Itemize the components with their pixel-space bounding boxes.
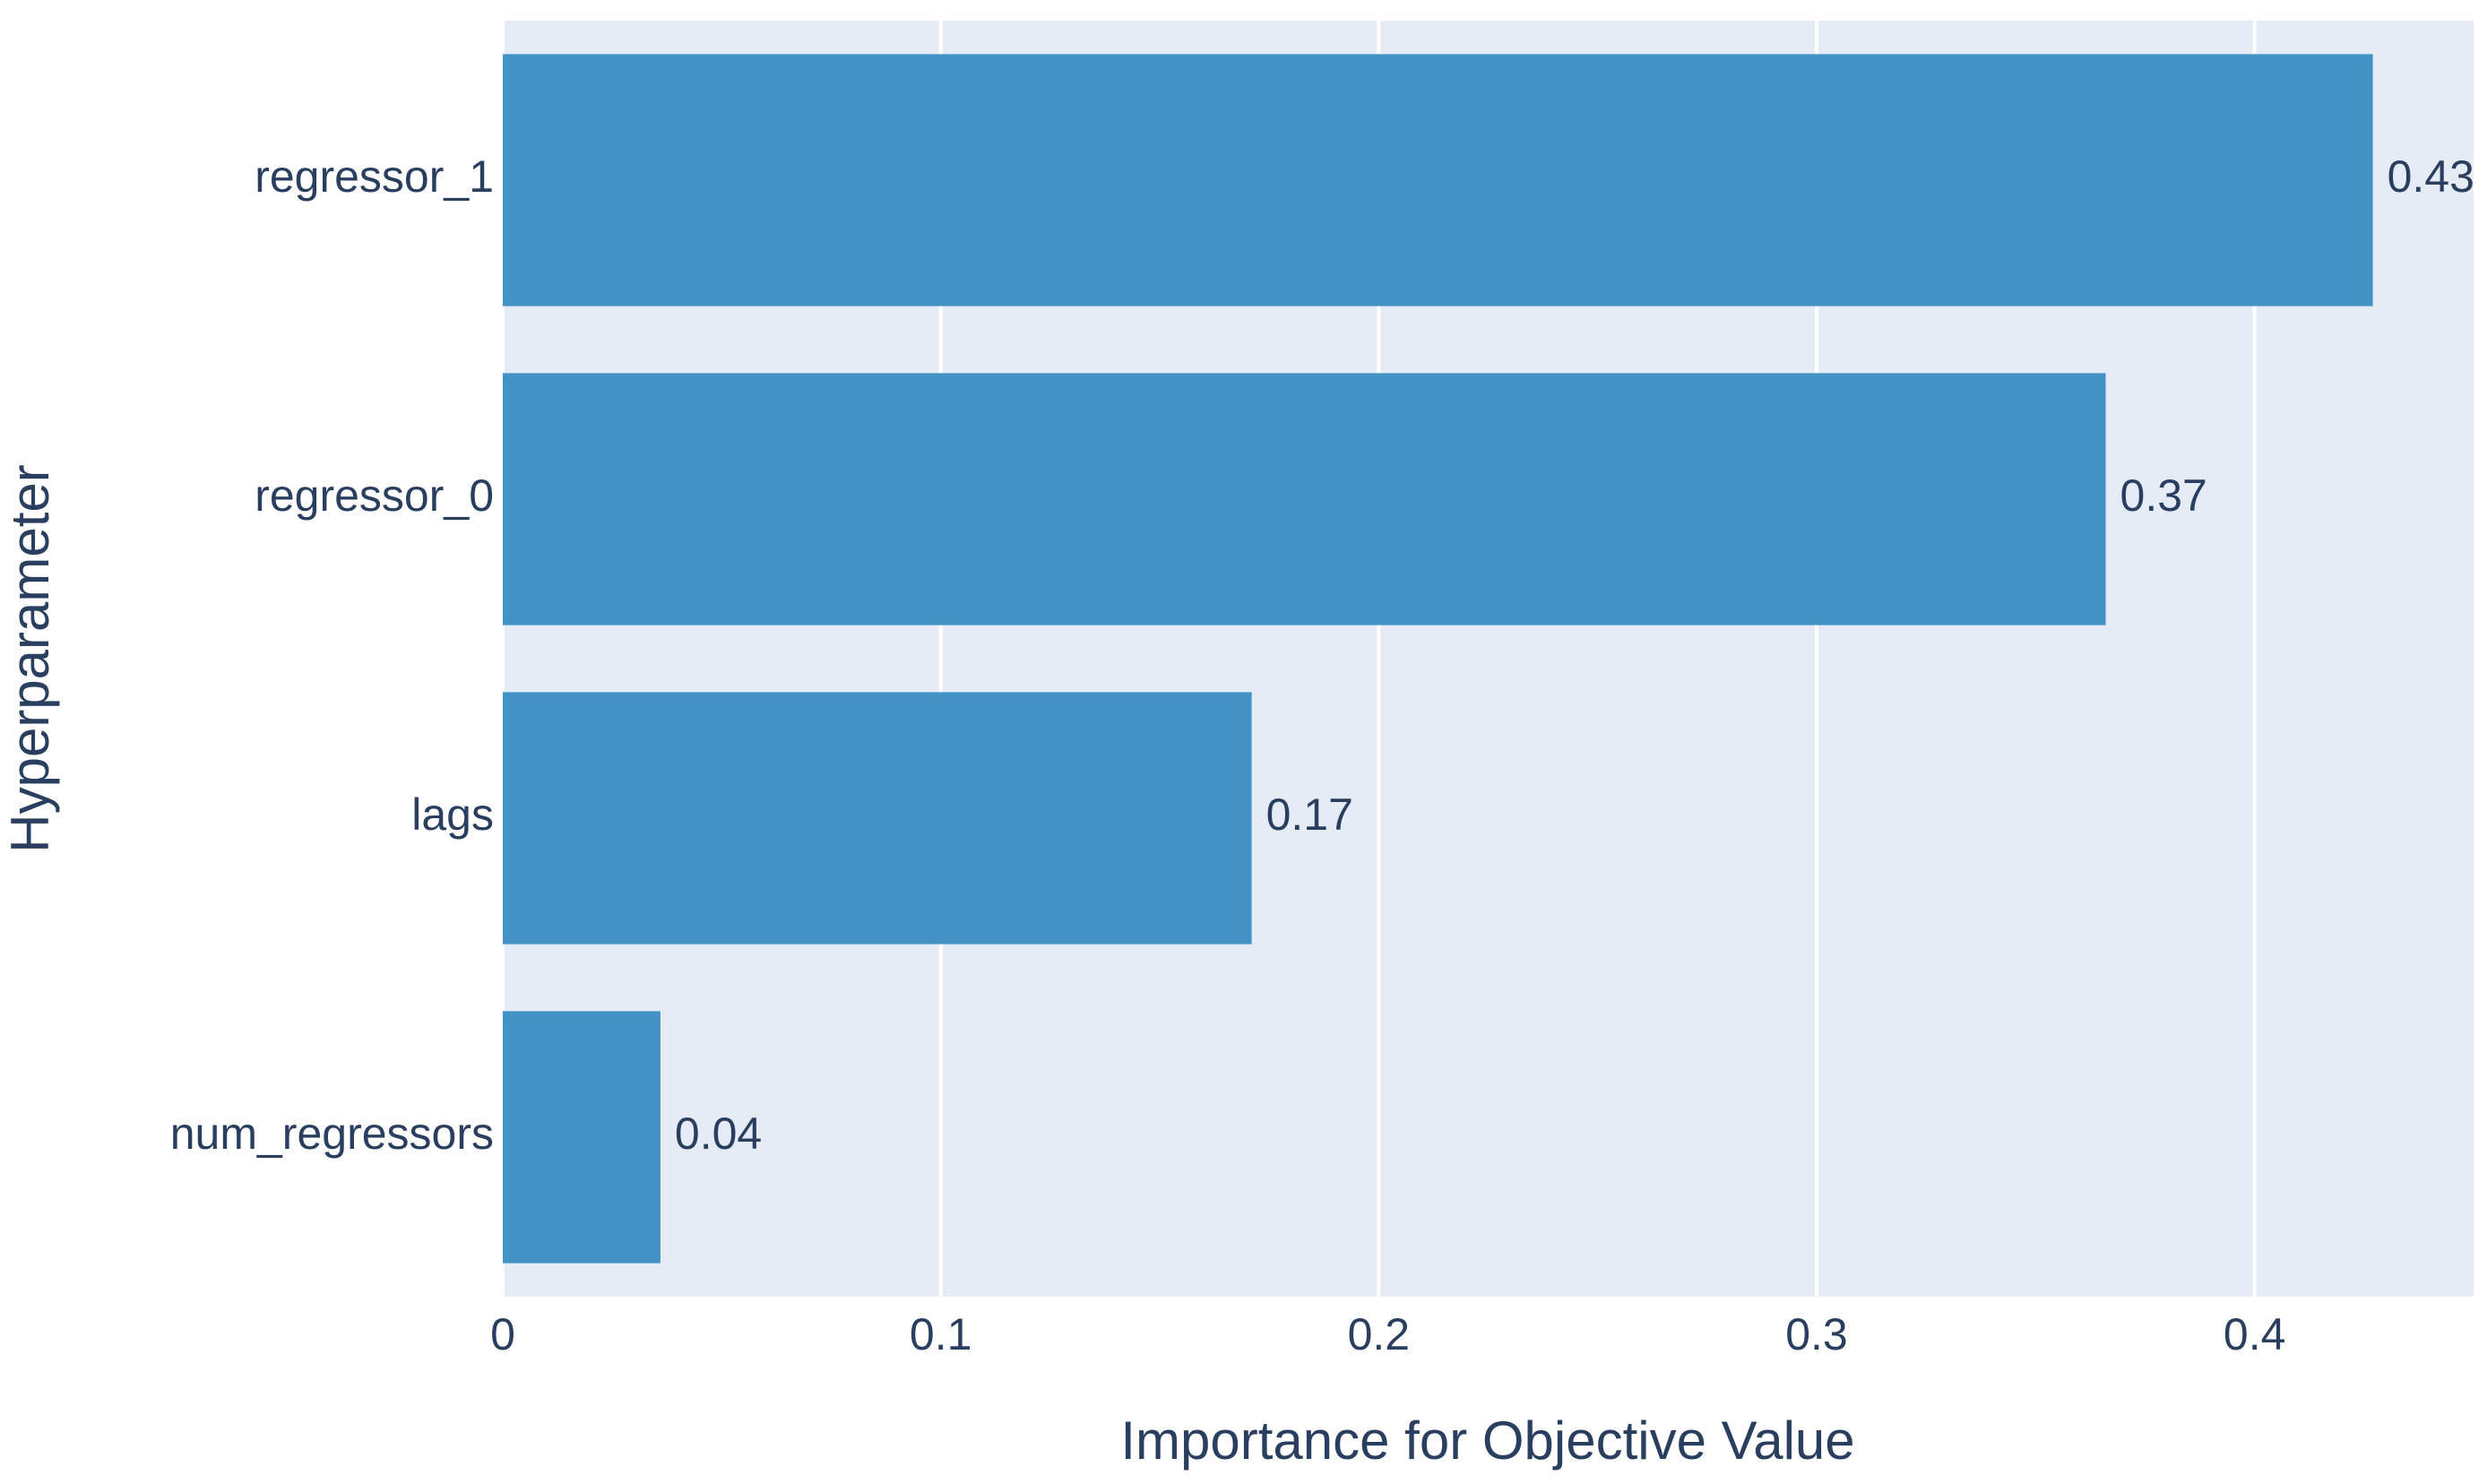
bar	[503, 1011, 661, 1264]
x-tick-label: 0.3	[1785, 1309, 1848, 1359]
y-axis-title: Hyperparameter	[0, 464, 60, 853]
bar	[503, 373, 2106, 626]
data-label: 0.17	[1266, 789, 1353, 840]
y-tick-label: num_regressors	[170, 1109, 494, 1159]
x-axis-title: Importance for Objective Value	[1120, 1411, 1854, 1471]
data-label: 0.04	[675, 1109, 762, 1159]
y-tick-label: lags	[411, 789, 494, 840]
x-tick-label: 0	[490, 1309, 515, 1359]
x-tick-label: 0.1	[910, 1309, 972, 1359]
data-label: 0.43	[2388, 151, 2474, 202]
data-label: 0.37	[2120, 470, 2207, 521]
y-tick-label: regressor_0	[255, 470, 494, 521]
x-tick-label: 0.4	[2224, 1309, 2286, 1359]
y-tick-label: regressor_1	[255, 151, 494, 202]
bar	[503, 54, 2373, 306]
bar	[503, 692, 1252, 945]
x-tick-label: 0.2	[1348, 1309, 1411, 1359]
